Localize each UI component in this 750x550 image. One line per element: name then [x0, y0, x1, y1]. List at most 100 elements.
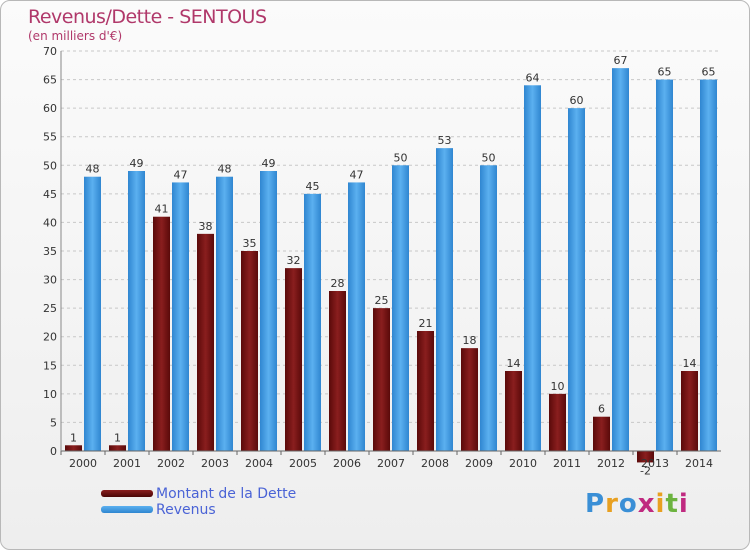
debt-value-label: 25 — [375, 294, 389, 307]
y-tick-label: 0 — [50, 445, 57, 458]
revenue-bar — [436, 148, 453, 451]
x-tick-label: 2012 — [597, 457, 625, 470]
x-tick-label: 2007 — [377, 457, 405, 470]
x-tick-label: 2004 — [245, 457, 273, 470]
revenue-value-label: 65 — [658, 66, 672, 79]
debt-value-label: 6 — [598, 403, 605, 416]
debt-value-label: 35 — [243, 237, 257, 250]
revenue-value-label: 49 — [262, 157, 276, 170]
debt-bar — [109, 445, 126, 451]
revenue-bar — [568, 108, 585, 452]
logo-letter: o — [618, 489, 638, 519]
x-tick-label: 2000 — [69, 457, 97, 470]
debt-value-label: 41 — [155, 203, 169, 216]
y-tick-label: 35 — [43, 245, 57, 258]
revenue-bar — [260, 171, 277, 451]
proxiti-logo: Proxiti — [585, 489, 689, 519]
revenue-value-label: 48 — [86, 163, 100, 176]
debt-bar — [373, 308, 390, 451]
debt-value-label: 28 — [331, 277, 345, 290]
debt-bar — [197, 233, 214, 451]
revenue-bar — [392, 165, 409, 452]
legend-label-revenue: Revenus — [156, 502, 216, 518]
revenue-bar — [348, 182, 365, 451]
chart-subtitle: (en milliers d'€) — [28, 29, 123, 43]
debt-value-label: 14 — [683, 357, 697, 370]
y-tick-label: 65 — [43, 74, 57, 87]
x-tick-label: 2006 — [333, 457, 361, 470]
y-tick-label: 55 — [43, 131, 57, 144]
revenue-value-label: 65 — [702, 66, 716, 79]
y-tick-label: 10 — [43, 388, 57, 401]
debt-bar — [549, 393, 566, 451]
x-tick-label: 2003 — [201, 457, 229, 470]
debt-bar — [505, 371, 522, 451]
x-tick-label: 2002 — [157, 457, 185, 470]
debt-value-label: 32 — [287, 254, 301, 267]
debt-value-label: -2 — [640, 464, 651, 477]
revenue-value-label: 47 — [350, 168, 364, 181]
y-tick-label: 40 — [43, 216, 57, 229]
revenue-bar — [128, 171, 145, 451]
x-tick-label: 2008 — [421, 457, 449, 470]
debt-value-label: 10 — [551, 380, 565, 393]
debt-value-label: 38 — [199, 220, 213, 233]
logo-letter: i — [655, 489, 666, 519]
revenue-value-label: 50 — [394, 151, 408, 164]
revenue-bar — [304, 193, 321, 451]
debt-value-label: 18 — [463, 334, 477, 347]
debt-bar — [329, 291, 346, 451]
x-tick-label: 2011 — [553, 457, 581, 470]
y-tick-label: 20 — [43, 331, 57, 344]
revenue-value-label: 50 — [482, 151, 496, 164]
revenue-bar — [524, 85, 541, 452]
revenue-bar — [84, 176, 101, 451]
revenue-value-label: 64 — [526, 71, 540, 84]
legend-swatch-debt — [101, 490, 153, 497]
y-tick-label: 45 — [43, 188, 57, 201]
y-tick-label: 50 — [43, 159, 57, 172]
x-tick-label: 2014 — [685, 457, 713, 470]
x-tick-label: 2010 — [509, 457, 537, 470]
y-tick-label: 5 — [50, 416, 57, 429]
logo-letter: t — [665, 489, 679, 519]
debt-bar — [461, 348, 478, 451]
debt-bar — [153, 216, 170, 451]
y-tick-label: 30 — [43, 274, 57, 287]
debt-value-label: 1 — [114, 431, 121, 444]
x-tick-label: 2013 — [641, 457, 669, 470]
debt-bar — [417, 331, 434, 451]
y-tick-label: 25 — [43, 302, 57, 315]
x-tick-label: 2005 — [289, 457, 317, 470]
revenue-bar — [700, 79, 717, 452]
debt-value-label: 14 — [507, 357, 521, 370]
debt-bar — [65, 445, 82, 451]
revenue-value-label: 67 — [614, 54, 628, 67]
revenue-bar — [172, 182, 189, 451]
logo-letter: r — [605, 489, 619, 519]
y-tick-label: 60 — [43, 102, 57, 115]
y-tick-label: 70 — [43, 45, 57, 58]
y-tick-label: 15 — [43, 359, 57, 372]
revenue-value-label: 53 — [438, 134, 452, 147]
logo-letter: i — [678, 489, 689, 519]
revenue-value-label: 60 — [570, 94, 584, 107]
legend-label-debt: Montant de la Dette — [156, 486, 297, 502]
debt-bar — [593, 416, 610, 451]
debt-bar — [285, 268, 302, 451]
revenue-value-label: 49 — [130, 157, 144, 170]
legend-swatch-revenue — [101, 506, 153, 513]
x-tick-label: 2001 — [113, 457, 141, 470]
revenue-value-label: 48 — [218, 163, 232, 176]
x-tick-label: 2009 — [465, 457, 493, 470]
logo-letter: x — [637, 489, 656, 519]
logo-letter: P — [585, 489, 606, 519]
revenue-value-label: 45 — [306, 180, 320, 193]
revenue-bar — [612, 68, 629, 452]
revenue-bar — [656, 79, 673, 452]
revenue-value-label: 47 — [174, 168, 188, 181]
debt-bar — [637, 451, 654, 463]
debt-bar — [681, 371, 698, 451]
